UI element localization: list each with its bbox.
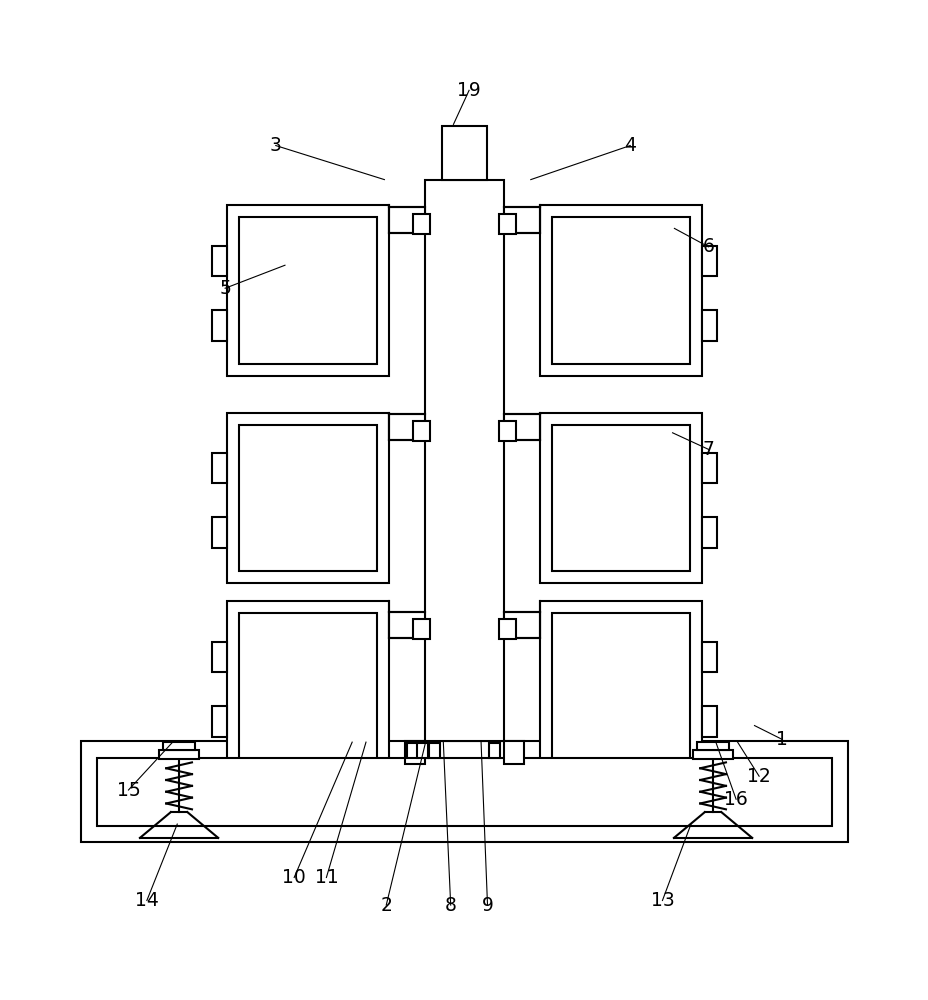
Bar xyxy=(212,706,227,737)
Bar xyxy=(701,453,716,483)
Bar xyxy=(413,619,430,639)
Bar xyxy=(405,741,425,764)
Bar xyxy=(413,214,430,234)
Bar xyxy=(498,421,515,441)
Bar xyxy=(540,413,701,583)
Bar xyxy=(413,421,430,441)
Bar xyxy=(227,413,388,583)
Bar xyxy=(212,246,227,276)
Bar xyxy=(552,613,689,760)
Bar xyxy=(552,425,689,571)
Bar xyxy=(388,414,425,440)
Text: 15: 15 xyxy=(116,781,140,800)
Bar xyxy=(498,619,515,639)
Text: 5: 5 xyxy=(219,279,231,298)
Text: 19: 19 xyxy=(457,81,481,100)
Bar xyxy=(442,126,486,180)
Bar xyxy=(701,642,716,672)
Bar xyxy=(503,612,540,638)
Text: 10: 10 xyxy=(282,868,305,887)
Bar xyxy=(540,205,701,376)
Bar xyxy=(692,750,732,759)
Bar xyxy=(498,214,515,234)
Text: 13: 13 xyxy=(650,891,674,910)
Bar xyxy=(227,601,388,772)
Bar xyxy=(701,517,716,548)
Bar xyxy=(97,758,831,826)
Bar xyxy=(212,453,227,483)
Bar xyxy=(239,613,376,760)
Bar xyxy=(488,743,499,758)
Bar xyxy=(388,612,425,638)
Bar xyxy=(212,642,227,672)
Bar xyxy=(503,414,540,440)
Bar xyxy=(503,207,540,233)
Bar xyxy=(239,425,376,571)
Bar xyxy=(552,217,689,364)
Text: 16: 16 xyxy=(724,790,747,809)
Bar xyxy=(388,207,425,233)
Bar xyxy=(540,601,701,772)
Text: 12: 12 xyxy=(746,767,770,786)
Text: 4: 4 xyxy=(624,136,636,155)
Text: 11: 11 xyxy=(315,868,338,887)
Bar xyxy=(239,217,376,364)
Bar xyxy=(429,743,440,758)
Bar xyxy=(162,742,195,750)
Text: 1: 1 xyxy=(776,730,787,749)
Bar xyxy=(81,741,847,842)
Text: 2: 2 xyxy=(380,896,392,915)
Text: 6: 6 xyxy=(702,237,714,256)
Bar xyxy=(503,741,523,764)
Bar xyxy=(425,180,503,741)
Text: 14: 14 xyxy=(135,891,159,910)
Bar xyxy=(701,706,716,737)
Bar xyxy=(406,743,418,758)
Bar xyxy=(212,517,227,548)
Bar xyxy=(417,743,428,758)
Bar xyxy=(159,750,200,759)
Bar xyxy=(227,205,388,376)
Text: 3: 3 xyxy=(269,136,281,155)
Text: 7: 7 xyxy=(702,440,714,459)
Bar xyxy=(696,742,728,750)
Text: 9: 9 xyxy=(481,896,493,915)
Bar xyxy=(701,246,716,276)
Bar xyxy=(212,310,227,341)
Bar xyxy=(701,310,716,341)
Text: 8: 8 xyxy=(445,896,457,915)
